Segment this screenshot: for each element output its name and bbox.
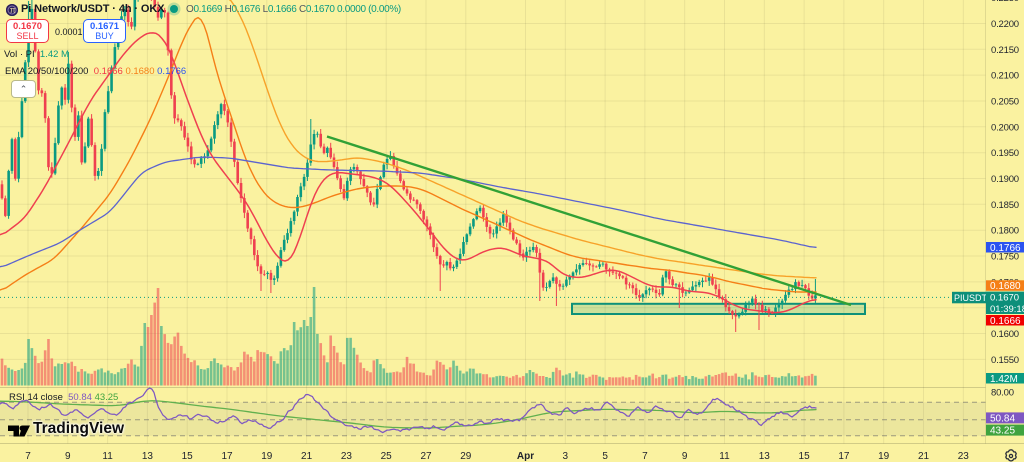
svg-text:0.1550: 0.1550 [991,355,1019,366]
svg-text:23: 23 [341,451,353,462]
svg-text:0.2200: 0.2200 [991,19,1019,30]
svg-text:0.2100: 0.2100 [991,71,1019,82]
svg-text:1.42M: 1.42M [990,374,1018,385]
svg-text:17: 17 [221,451,233,462]
svg-text:21: 21 [918,451,930,462]
svg-text:3: 3 [563,451,569,462]
svg-text:19: 19 [878,451,890,462]
svg-text:21: 21 [301,451,313,462]
svg-text:27: 27 [420,451,432,462]
svg-text:Apr: Apr [517,451,534,462]
svg-text:0.1800: 0.1800 [991,226,1019,237]
svg-text:43.25: 43.25 [990,426,1015,437]
svg-text:0.1670: 0.1670 [990,293,1019,304]
svg-text:0.1900: 0.1900 [991,174,1019,185]
svg-text:9: 9 [682,451,688,462]
svg-text:01:39:18: 01:39:18 [990,304,1024,315]
svg-text:0.1766: 0.1766 [990,243,1021,254]
svg-text:0.1666: 0.1666 [990,316,1021,327]
svg-text:29: 29 [460,451,472,462]
svg-text:11: 11 [719,451,730,462]
svg-text:0.1680: 0.1680 [990,281,1021,292]
svg-text:13: 13 [142,451,154,462]
svg-text:23: 23 [958,451,970,462]
svg-text:7: 7 [642,451,648,462]
svg-text:11: 11 [102,451,113,462]
svg-text:0.1850: 0.1850 [991,200,1019,211]
svg-text:0.2250: 0.2250 [991,0,1019,4]
svg-text:0.2000: 0.2000 [991,122,1019,133]
svg-text:19: 19 [261,451,273,462]
svg-text:PIUSDT: PIUSDT [954,293,988,303]
svg-text:9: 9 [65,451,71,462]
svg-text:15: 15 [182,451,194,462]
svg-text:80.00: 80.00 [991,388,1014,399]
svg-text:0.2050: 0.2050 [991,97,1019,108]
svg-text:5: 5 [602,451,608,462]
svg-text:0.1600: 0.1600 [991,329,1019,340]
svg-text:50.84: 50.84 [990,413,1015,424]
svg-text:17: 17 [838,451,850,462]
svg-text:25: 25 [381,451,393,462]
svg-text:0.2150: 0.2150 [991,45,1019,56]
svg-text:7: 7 [25,451,31,462]
svg-text:0.1950: 0.1950 [991,148,1019,159]
svg-text:13: 13 [759,451,771,462]
svg-text:0.1750: 0.1750 [991,252,1019,263]
svg-text:15: 15 [799,451,811,462]
